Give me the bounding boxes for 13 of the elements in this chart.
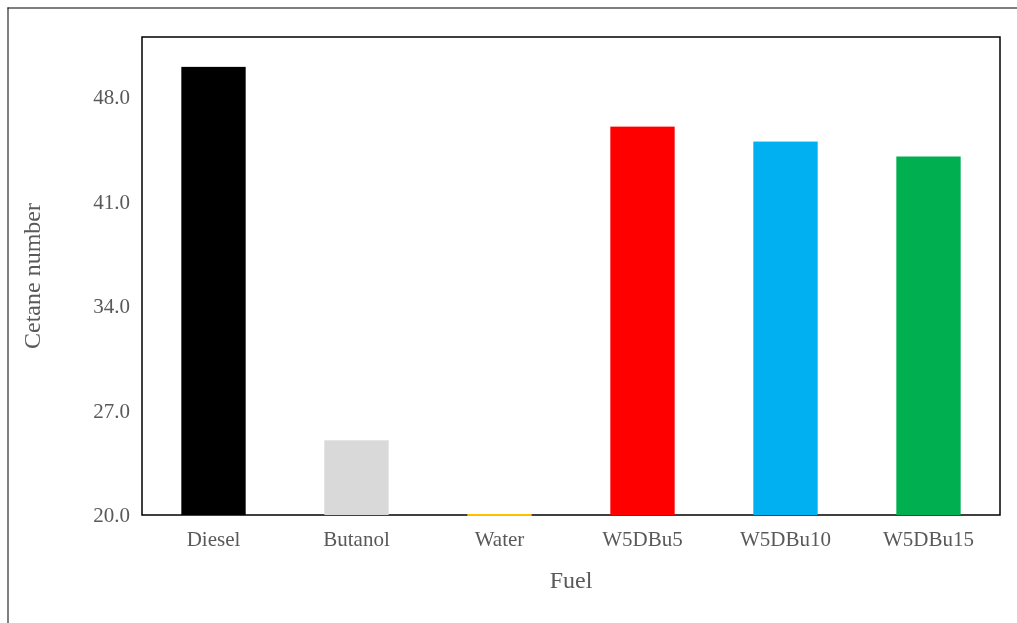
x-tick-label: Diesel [186,526,241,551]
y-tick-label: 48.0 [93,84,130,109]
x-tick-label: Butanol [323,526,390,551]
x-tick-label: W5DBu5 [602,526,683,551]
x-tick-label: Water [474,526,525,551]
x-axis-title: Fuel [549,567,593,593]
y-tick-label: 34.0 [93,294,130,319]
y-tick-label: 41.0 [93,189,130,214]
x-tick-label: W5DBu15 [883,526,974,551]
y-tick-label: 20.0 [93,503,130,528]
x-tick-label: W5DBu10 [740,526,831,551]
y-axis-title: Cetane number [19,203,45,349]
y-tick-label: 27.0 [93,398,130,423]
